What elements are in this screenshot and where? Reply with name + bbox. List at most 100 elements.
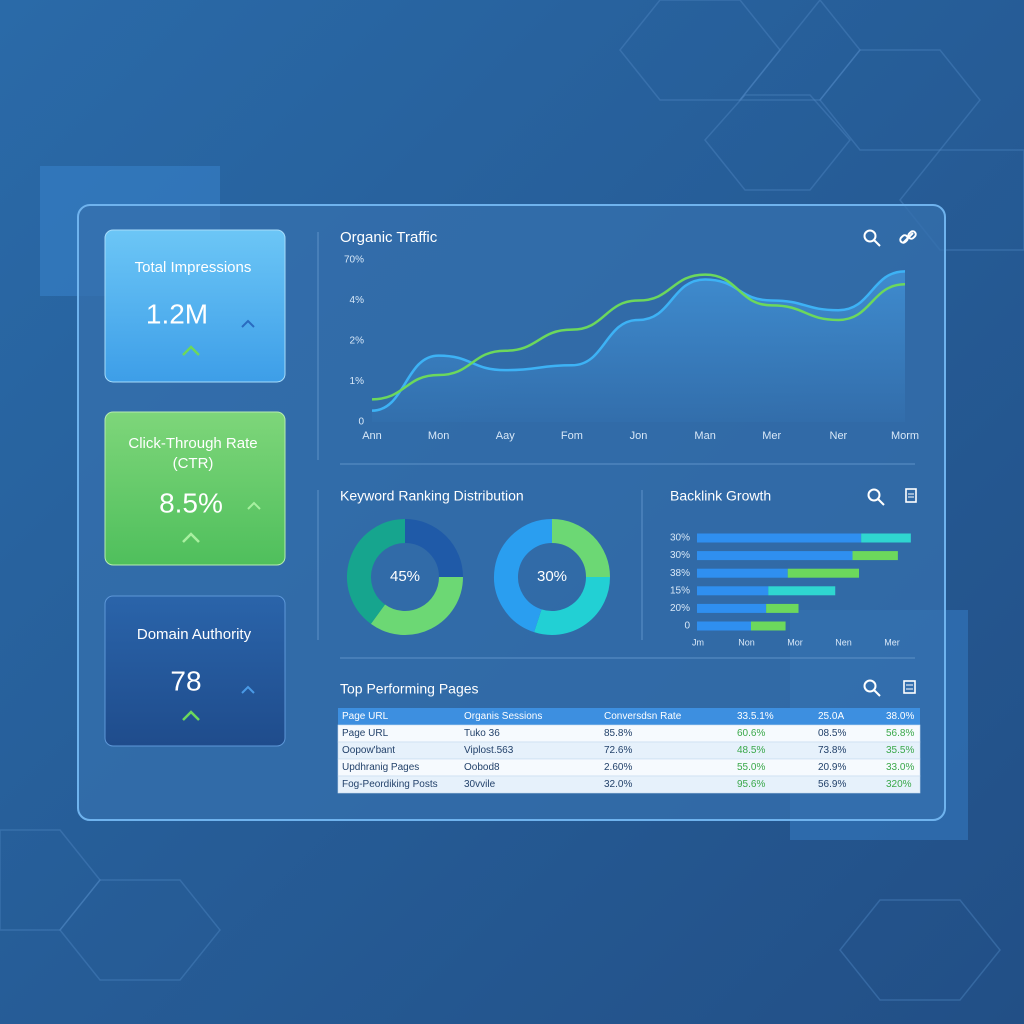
table-row bbox=[337, 775, 921, 794]
y-tick-label: 20% bbox=[670, 603, 690, 614]
x-tick-label: Aay bbox=[496, 430, 515, 442]
card-value: 78 bbox=[170, 665, 201, 696]
x-tick-label: Mor bbox=[787, 637, 803, 647]
donut-segment bbox=[404, 519, 463, 578]
bar bbox=[697, 568, 788, 578]
table-cell: 2.60% bbox=[604, 762, 632, 773]
y-tick-label: 0 bbox=[684, 621, 690, 632]
search-icon[interactable] bbox=[863, 229, 881, 247]
x-tick-label: Mon bbox=[428, 430, 449, 442]
bar bbox=[697, 603, 767, 613]
donut-label: 30% bbox=[537, 568, 567, 585]
x-tick-label: Ann bbox=[362, 430, 382, 442]
link-icon[interactable] bbox=[899, 230, 917, 244]
x-tick-label: Non bbox=[738, 637, 755, 647]
line bbox=[371, 270, 906, 412]
donut-segment bbox=[370, 576, 463, 635]
y-tick-label: 4% bbox=[350, 295, 365, 306]
table-cell: 72.6% bbox=[604, 745, 632, 756]
donut-segment bbox=[494, 519, 553, 633]
table-cell: 85.8% bbox=[604, 728, 632, 739]
doc-icon[interactable] bbox=[905, 488, 917, 503]
arrow bbox=[182, 345, 200, 356]
y-tick-label: 30% bbox=[670, 533, 690, 544]
card-subtitle: (CTR) bbox=[173, 455, 214, 472]
y-tick-label: 70% bbox=[344, 255, 364, 266]
bar bbox=[787, 568, 859, 578]
section-title: Organic Traffic bbox=[340, 229, 438, 246]
bar bbox=[697, 551, 853, 561]
table-cell: Oobod8 bbox=[464, 762, 500, 773]
card[interactable] bbox=[104, 229, 286, 383]
table-header-cell: Page URL bbox=[342, 711, 389, 722]
table-cell: Tuko 36 bbox=[464, 728, 500, 739]
list-icon[interactable] bbox=[903, 680, 916, 694]
table-cell: 73.8% bbox=[818, 745, 846, 756]
table-cell: 95.6% bbox=[737, 779, 765, 790]
y-tick-label: 0 bbox=[358, 417, 364, 428]
table-header-cell: Conversdsn Rate bbox=[604, 711, 682, 722]
donut-segment bbox=[551, 519, 610, 578]
bar bbox=[768, 586, 836, 596]
card-value: 1.2M bbox=[146, 298, 208, 329]
table-cell: 48.5% bbox=[737, 745, 765, 756]
table-cell: Page URL bbox=[342, 728, 389, 739]
arrow bbox=[182, 710, 200, 721]
arrow bbox=[247, 501, 261, 510]
line bbox=[371, 273, 906, 401]
y-tick-label: 2% bbox=[350, 336, 365, 347]
table-cell: 30vvile bbox=[464, 779, 496, 790]
table-cell: 60.6% bbox=[737, 728, 765, 739]
y-tick-label: 15% bbox=[670, 585, 690, 596]
card-title: Click-Through Rate bbox=[128, 435, 257, 452]
table-cell: Fog-Peordiking Posts bbox=[342, 779, 438, 790]
card-title: Domain Authority bbox=[137, 626, 252, 643]
card-value: 8.5% bbox=[159, 487, 223, 518]
x-tick-label: Ner bbox=[830, 430, 848, 442]
table-cell: 08.5% bbox=[818, 728, 846, 739]
hexagons bbox=[0, 0, 1024, 1001]
x-tick-label: Jon bbox=[630, 430, 648, 442]
card-title: Total Impressions bbox=[135, 259, 252, 276]
bar bbox=[861, 533, 911, 543]
bar bbox=[697, 586, 769, 596]
bar bbox=[751, 621, 786, 631]
table-cell: Viplost.563 bbox=[464, 745, 514, 756]
search-icon[interactable] bbox=[867, 488, 885, 506]
arrow bbox=[241, 319, 255, 328]
x-tick-label: Fom bbox=[561, 430, 583, 442]
arrow bbox=[241, 685, 255, 694]
section-title: Keyword Ranking Distribution bbox=[340, 488, 524, 504]
table-cell: 55.0% bbox=[737, 762, 765, 773]
y-tick-label: 1% bbox=[350, 376, 365, 387]
bar bbox=[766, 603, 799, 613]
section-title: Backlink Growth bbox=[670, 488, 771, 504]
x-tick-label: Mer bbox=[884, 637, 900, 647]
table-cell: 320% bbox=[886, 779, 912, 790]
table-cell: 56.9% bbox=[818, 779, 846, 790]
y-tick-label: 38% bbox=[670, 568, 690, 579]
table-cell: 56.8% bbox=[886, 728, 914, 739]
bar bbox=[697, 533, 862, 543]
x-tick-label: Nen bbox=[835, 637, 852, 647]
y-tick-label: 30% bbox=[670, 550, 690, 561]
donut-segment bbox=[534, 576, 610, 635]
table-header bbox=[338, 708, 920, 725]
table-cell: 35.5% bbox=[886, 745, 914, 756]
table-cell: Updhranig Pages bbox=[342, 762, 419, 773]
table-cell: 33.0% bbox=[886, 762, 914, 773]
table-cell: 20.9% bbox=[818, 762, 846, 773]
card[interactable] bbox=[104, 411, 286, 566]
search-icon[interactable] bbox=[863, 679, 881, 697]
bar bbox=[697, 621, 751, 631]
card[interactable] bbox=[104, 595, 286, 747]
x-tick-label: Morm bbox=[891, 430, 919, 442]
table-header-cell: Organis Sessions bbox=[464, 711, 542, 722]
arrow bbox=[182, 532, 200, 543]
table-cell: Oopow'bant bbox=[342, 745, 395, 756]
donut-label: 45% bbox=[390, 568, 420, 585]
donut-segment bbox=[347, 519, 406, 624]
table-header-cell: 25.0A bbox=[818, 711, 844, 722]
